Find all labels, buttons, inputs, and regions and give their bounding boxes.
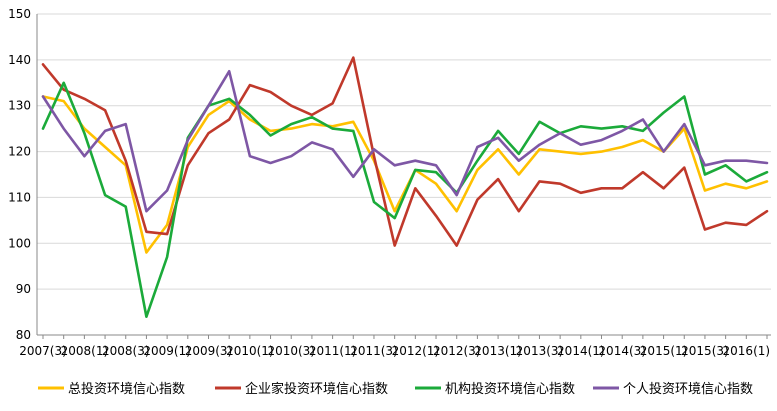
legend-item: 企业家投资环境信心指数 [215, 381, 388, 397]
y-tick-label: 140 [8, 53, 31, 67]
x-tick-label: 2013(1) [474, 344, 522, 358]
series-line-1 [41, 95, 769, 254]
x-tick-label: 2012(1) [392, 344, 440, 358]
series-line-3 [41, 81, 769, 319]
x-tick-label: 2014(1) [557, 344, 605, 358]
x-tick-label: 2009(3) [185, 344, 233, 358]
x-tick-label: 2012(3) [433, 344, 481, 358]
legend-label: 个人投资环境信心指数 [623, 381, 753, 397]
legend-label: 企业家投资环境信心指数 [245, 381, 388, 397]
x-tick-label: 2007(3) [19, 344, 67, 358]
x-tick-label: 2014(3) [598, 344, 646, 358]
axes [36, 14, 771, 339]
series-lines [41, 56, 769, 319]
legend-label: 机构投资环境信心指数 [445, 381, 575, 397]
x-tick-label: 2011(1) [309, 344, 357, 358]
x-tick-label: 2015(3) [681, 344, 729, 358]
x-tick-label: 2011(3) [350, 344, 398, 358]
y-tick-label: 110 [8, 190, 31, 204]
y-tick-labels: 80 90 100 110 120 130 140 150 [8, 7, 31, 342]
x-tick-label: 2008(3) [102, 344, 150, 358]
y-tick-label: 80 [16, 328, 31, 342]
series-line-2 [41, 56, 769, 247]
legend-item: 个人投资环境信心指数 [593, 381, 753, 397]
y-tick-label: 90 [16, 282, 31, 296]
series-line-4 [41, 70, 769, 213]
y-tick-label: 100 [8, 236, 31, 250]
x-tick-label: 2016(1) [723, 344, 771, 358]
x-tick-label: 2008(1) [61, 344, 109, 358]
x-tick-label: 2013(3) [516, 344, 564, 358]
x-tick-label: 2015(1) [640, 344, 688, 358]
legend-item: 总投资环境信心指数 [38, 381, 185, 397]
legend-item: 机构投资环境信心指数 [415, 381, 575, 397]
y-tick-label: 130 [8, 99, 31, 113]
x-tick-labels: 2007(3)2008(1)2008(3)2009(1)2009(3)2010(… [19, 344, 770, 358]
y-tick-label: 120 [8, 145, 31, 159]
legend-label: 总投资环境信心指数 [68, 381, 185, 397]
x-tick-label: 2010(3) [267, 344, 315, 358]
x-tick-label: 2009(1) [143, 344, 191, 358]
y-tick-label: 150 [8, 7, 31, 21]
legend: 总投资环境信心指数 企业家投资环境信心指数 机构投资环境信心指数 个人投资环境信心指数 [38, 381, 753, 397]
x-tick-label: 2010(1) [226, 344, 274, 358]
